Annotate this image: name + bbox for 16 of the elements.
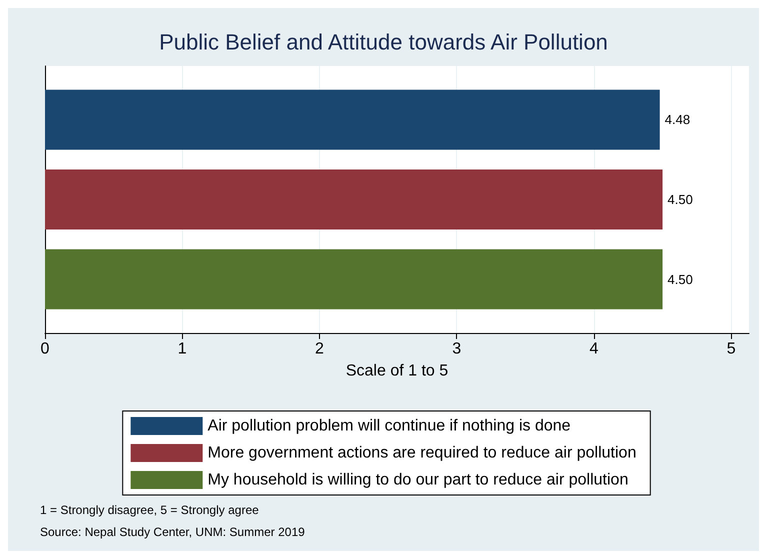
text: 1 = Strongly disagree, 5 = Strongly agree (40, 503, 260, 517)
x-tick-label: 2 (315, 340, 324, 358)
data-label: 4.50 (668, 272, 693, 287)
legend-label: My household is willing to do our part to reduce air pollution (208, 472, 628, 488)
data-label: 4.50 (668, 192, 693, 207)
legend-label: More government actions are required to reduce air pollution (208, 444, 636, 462)
x-tick-label: 3 (452, 340, 462, 358)
source-note: Source: Nepal Study Center, UNM: Summer 2019 (40, 525, 306, 539)
x-tick-label: 4 (589, 340, 598, 358)
legend-label: Air pollution problem will continue if nothing is done (208, 418, 571, 434)
data-label: 4.48 (664, 112, 690, 128)
x-tick-label: 1 (178, 340, 187, 358)
x-axis-title: Scale of 1 to 5 (346, 362, 448, 380)
chart-title: Public Belief and Attitude towards Air Pollution (159, 30, 608, 54)
x-tick-label: 0 (40, 340, 50, 358)
x-tick-label: 5 (726, 340, 736, 358)
